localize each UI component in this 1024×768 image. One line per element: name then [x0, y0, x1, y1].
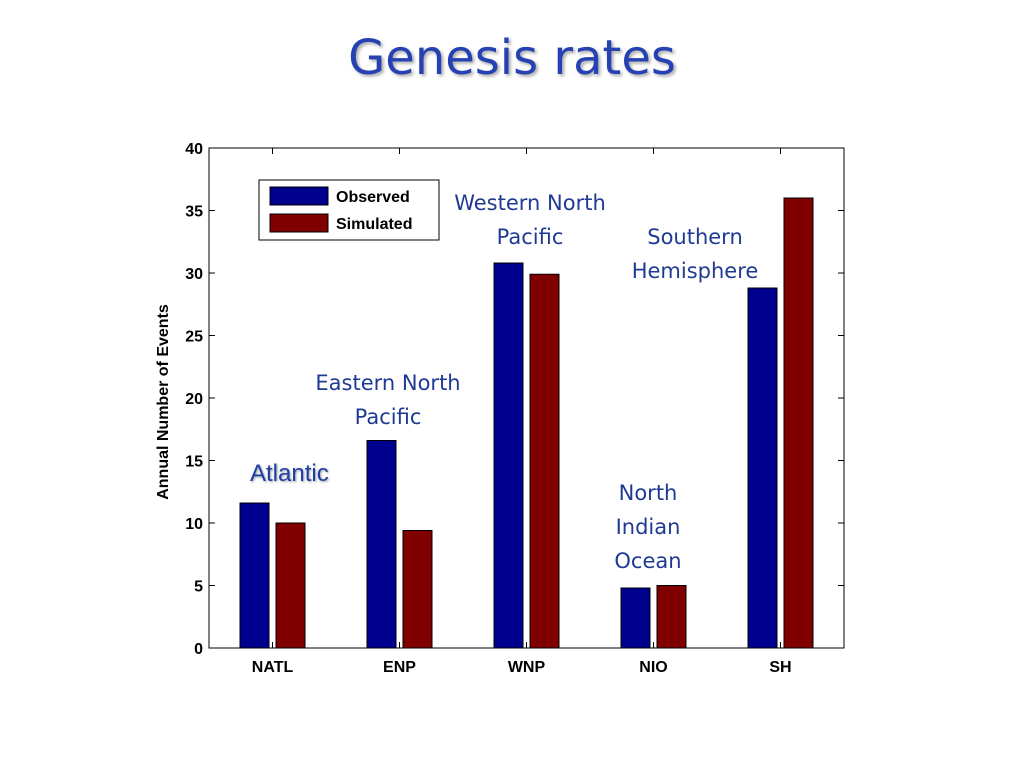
- x-tick-label-natl: NATL: [252, 659, 294, 676]
- bar-observed-natl: [239, 502, 270, 649]
- legend-swatch-observed: [269, 186, 329, 206]
- bar-simulated-enp: [402, 530, 433, 649]
- y-tick-label: 40: [185, 141, 203, 158]
- annotation-western-north-pacific: Western North Pacific: [454, 191, 606, 249]
- annotation-eastern-north-pacific: Eastern North Pacific: [315, 371, 461, 429]
- y-axis-title: Annual Number of Events: [155, 304, 172, 500]
- bar-observed-wnp: [493, 262, 524, 649]
- legend-swatch-simulated: [269, 213, 329, 233]
- x-tick-label-enp: ENP: [383, 659, 416, 676]
- bar-observed-nio: [620, 587, 651, 649]
- y-tick-label: 15: [185, 454, 203, 471]
- bar-simulated-nio: [656, 585, 687, 649]
- bar-simulated-natl: [275, 522, 306, 649]
- y-tick-label: 20: [185, 391, 203, 408]
- y-tick-label: 0: [194, 641, 203, 658]
- bar-observed-enp: [366, 440, 397, 649]
- bar-simulated-wnp: [529, 273, 560, 649]
- y-tick-label: 30: [185, 266, 203, 283]
- bar-simulated-sh: [783, 197, 814, 649]
- bar-observed-sh: [747, 287, 778, 649]
- y-tick-label: 5: [194, 579, 203, 596]
- annotation-southern-hemisphere: Southern Hemisphere: [631, 225, 759, 283]
- legend-label-observed: Observed: [336, 189, 410, 206]
- legend-label-simulated: Simulated: [336, 216, 412, 233]
- x-tick-label-wnp: WNP: [508, 659, 546, 676]
- y-tick-label: 10: [185, 516, 203, 533]
- slide-title: Genesis rates: [348, 30, 676, 86]
- x-tick-label-nio: NIO: [639, 659, 667, 676]
- x-tick-label-sh: SH: [769, 659, 791, 676]
- y-tick-label: 35: [185, 204, 203, 221]
- y-tick-label: 25: [185, 329, 203, 346]
- annotation-atlantic: Atlantic: [250, 460, 329, 487]
- annotation-north-indian-ocean: North Indian Ocean: [614, 481, 682, 573]
